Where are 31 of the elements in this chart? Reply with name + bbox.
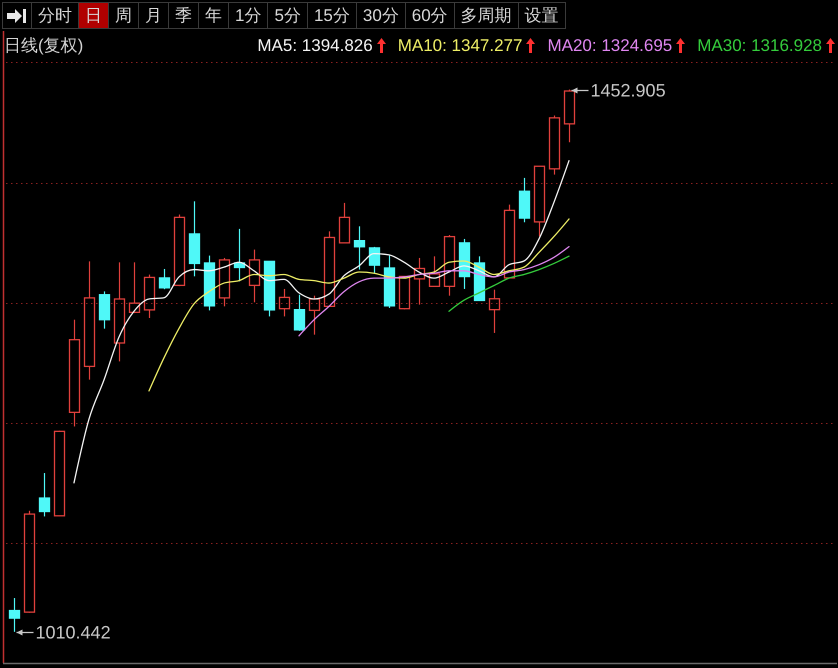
text: 1分 — [229, 2, 268, 29]
candlestick — [354, 226, 366, 270]
candlestick — [488, 289, 500, 334]
candlestick — [8, 597, 20, 632]
candlestick — [68, 319, 80, 428]
text: 月 — [139, 2, 169, 29]
text: MA10: 1347.277 — [398, 36, 522, 56]
candlestick — [414, 257, 426, 306]
text: 分时 — [32, 2, 79, 29]
text: 日 — [79, 2, 109, 29]
chart-title: 日线(复权) — [4, 35, 84, 57]
candlestick — [248, 249, 260, 303]
text: 30分 — [356, 2, 406, 29]
text: MA30: 1316.928 — [697, 36, 822, 56]
candlestick — [158, 268, 170, 290]
text: 多周期 — [454, 2, 519, 29]
text: 60分 — [406, 2, 455, 29]
text: 1452.905 — [590, 80, 666, 100]
text: MA5: 1394.826 — [257, 36, 373, 56]
candlestick — [294, 294, 306, 332]
text: MA20: 1324.695 — [547, 36, 672, 56]
text: 周 — [109, 2, 139, 29]
text: 季 — [169, 2, 199, 29]
annotation: 1010.442 — [36, 622, 111, 642]
candlestick — [38, 472, 50, 518]
text: 年 — [199, 2, 229, 29]
text: 设置 — [518, 2, 566, 29]
text: 5分 — [268, 2, 308, 29]
text: 15分 — [308, 2, 357, 29]
candlestick — [114, 262, 126, 362]
candlestick — [84, 260, 96, 380]
